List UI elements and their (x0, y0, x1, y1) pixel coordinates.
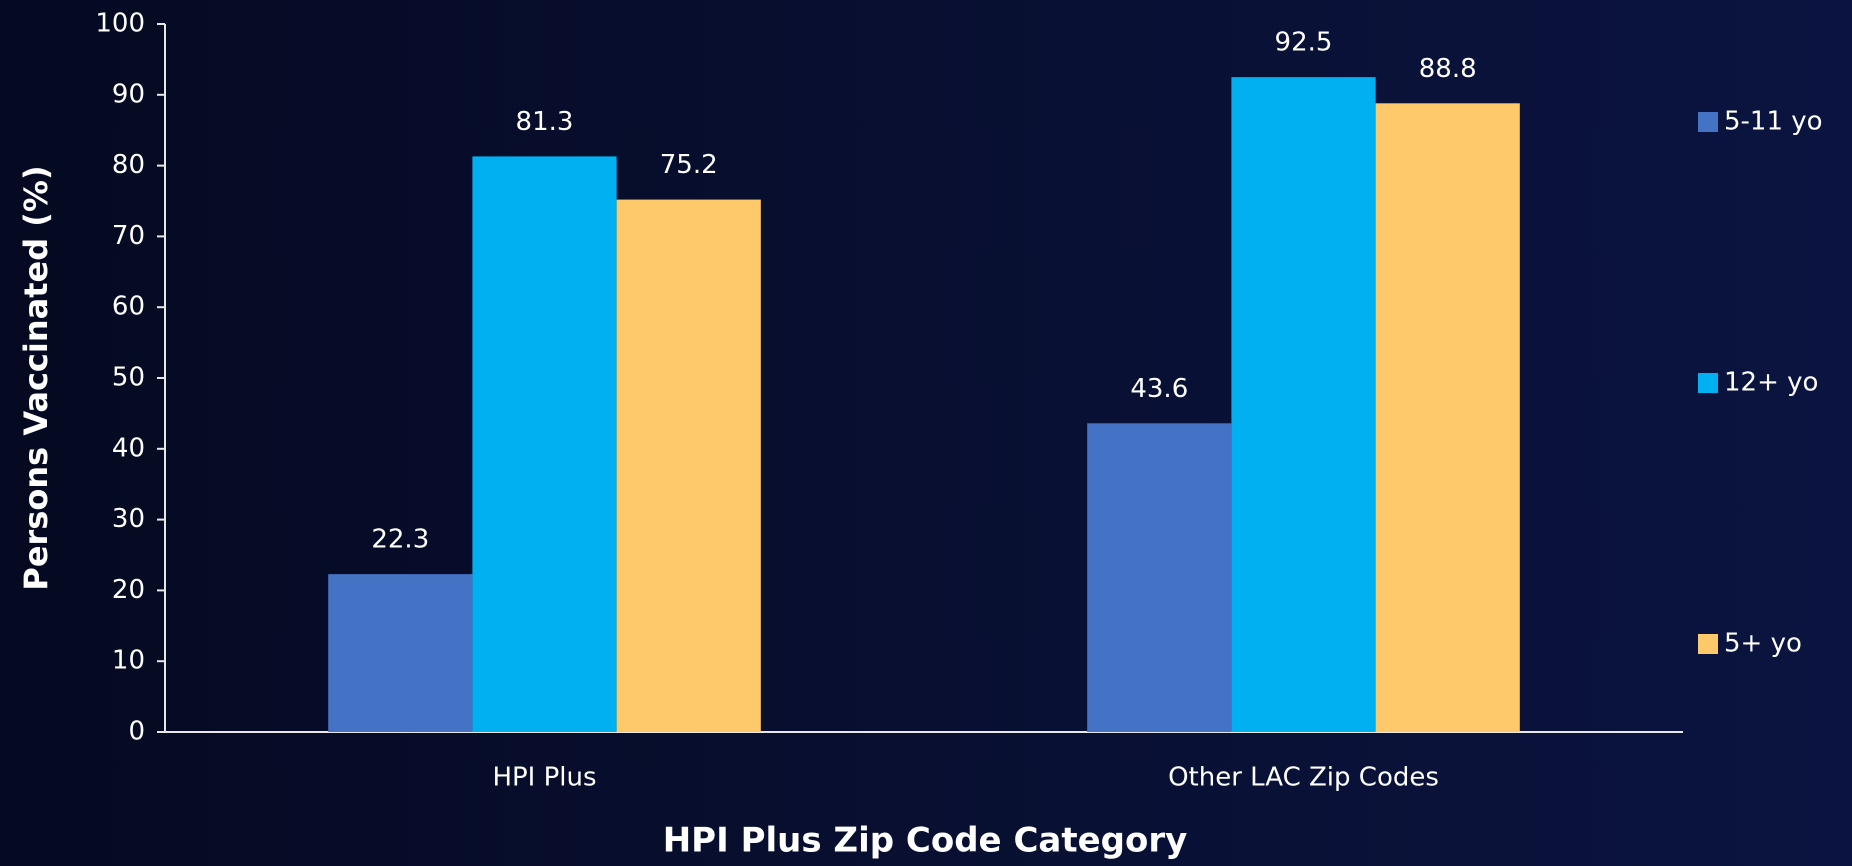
legend-swatch (1698, 634, 1718, 654)
y-axis-title: Persons Vaccinated (%) (17, 165, 55, 590)
y-tick-label: 90 (112, 79, 145, 109)
y-tick-label: 70 (112, 221, 145, 251)
y-tick-label: 10 (112, 646, 145, 676)
x-tick-label: Other LAC Zip Codes (1168, 763, 1439, 793)
data-label: 92.5 (1275, 28, 1333, 58)
y-tick-label: 50 (112, 363, 145, 393)
data-label: 43.6 (1130, 374, 1188, 404)
x-tick-label: HPI Plus (492, 763, 596, 793)
legend-label: 5+ yo (1724, 629, 1802, 659)
bar (616, 199, 761, 733)
bar (472, 156, 617, 732)
y-tick-label: 20 (112, 575, 145, 605)
legend-label: 12+ yo (1724, 368, 1818, 398)
bar (1231, 77, 1376, 733)
bar (1087, 423, 1232, 732)
data-label: 88.8 (1419, 54, 1477, 84)
y-tick-label: 60 (112, 292, 145, 322)
bar (328, 574, 473, 732)
x-axis-title: HPI Plus Zip Code Category (663, 821, 1188, 861)
data-label: 75.2 (660, 150, 718, 180)
y-tick-label: 80 (112, 150, 145, 180)
data-label: 22.3 (371, 525, 429, 555)
y-tick-label: 30 (112, 504, 145, 534)
legend-label: 5-11 yo (1724, 107, 1823, 137)
data-label: 81.3 (516, 107, 574, 137)
y-tick-label: 40 (112, 433, 145, 463)
y-tick-label: 100 (95, 9, 145, 39)
y-tick-label: 0 (128, 717, 145, 747)
legend-swatch (1698, 373, 1718, 393)
bar (1375, 103, 1520, 732)
legend-swatch (1698, 112, 1718, 132)
